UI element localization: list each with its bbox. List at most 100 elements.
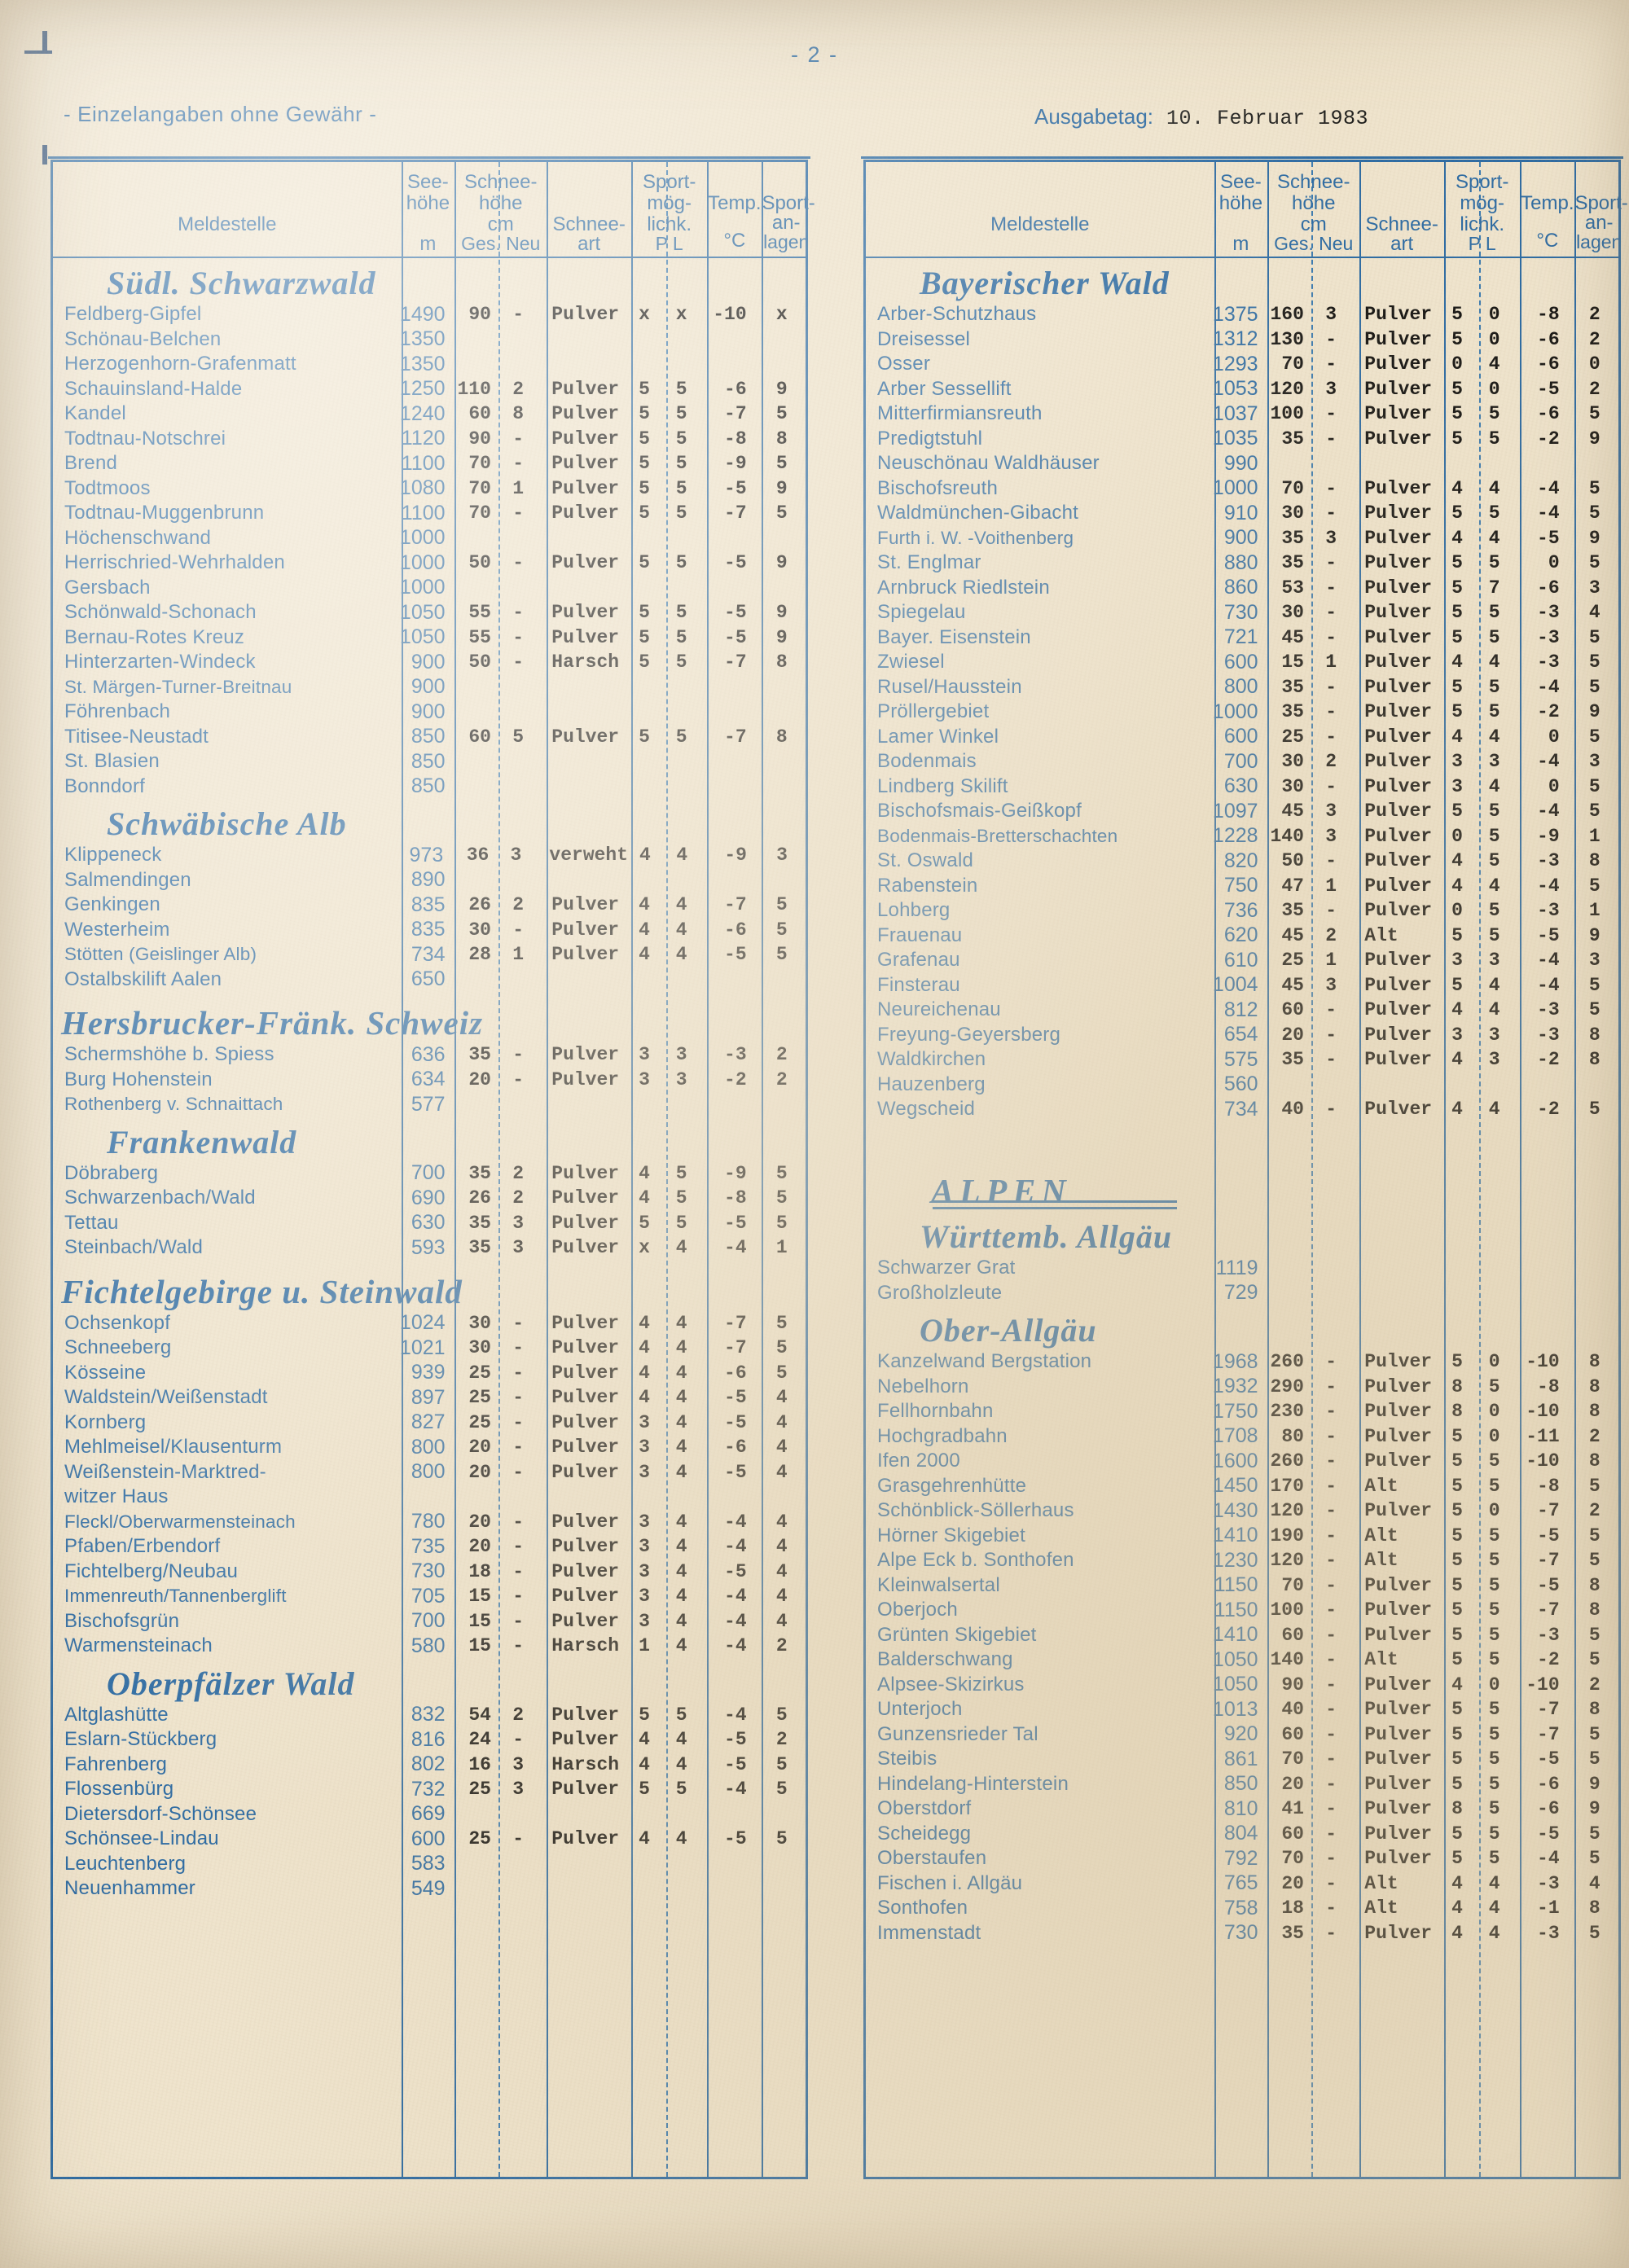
- temperature-c: -3: [1537, 999, 1560, 1021]
- station-name: Nebelhorn: [877, 1375, 969, 1397]
- snow-new-cm: 3: [512, 1237, 524, 1259]
- ski-cond-l: 0: [1488, 328, 1500, 350]
- station-name: Leuchtenberg: [64, 1852, 187, 1875]
- temperature-c: -2: [724, 1068, 747, 1090]
- lifts-open: 9: [1588, 1773, 1600, 1795]
- station-name: Eslarn-Stückberg: [64, 1728, 217, 1751]
- elevation-m: 900: [411, 675, 446, 699]
- ski-cond-l: 4: [1488, 1922, 1500, 1944]
- temperature-c: -5: [724, 1560, 747, 1582]
- temperature-c: -3: [1537, 651, 1560, 673]
- station-name: Steibis: [877, 1748, 937, 1770]
- table-row: Todtnau-Muggenbrunn 1100 70- Pulver 5 5 -7 5: [53, 501, 806, 526]
- snow-new-cm: -: [1325, 602, 1337, 624]
- snow-new-cm: -: [1325, 1699, 1337, 1721]
- snow-total-cm: 40: [1281, 1699, 1304, 1721]
- table-row: Bayer. Eisenstein 721 45- Pulver 5 5 -3 5: [866, 625, 1618, 651]
- snow-type: Pulver: [1364, 1823, 1433, 1845]
- ski-cond-l: 3: [675, 1044, 687, 1066]
- snow-type: Pulver: [1364, 651, 1433, 673]
- table-row: Höchenschwand 1000: [53, 526, 806, 551]
- lifts-open: 0: [1588, 353, 1600, 375]
- temperature-c: -5: [1537, 1748, 1560, 1770]
- ski-cond-l: 5: [675, 651, 687, 673]
- station-name: Feldberg-Gipfel: [64, 303, 202, 326]
- elevation-m: 600: [1223, 725, 1258, 748]
- lifts-open: 4: [775, 1511, 788, 1533]
- column-header: See-: [1220, 171, 1262, 193]
- snow-new-cm: -: [1325, 1375, 1337, 1397]
- ski-cond-l: 5: [1488, 1574, 1500, 1596]
- snow-type: Pulver: [1364, 726, 1433, 748]
- station-name: Bayer. Eisenstein: [877, 625, 1031, 648]
- table-row: Pfaben/Erbendorf 735 20- Pulver 3 4 -4 4: [53, 1534, 806, 1560]
- snow-type: Pulver: [1364, 900, 1433, 922]
- elevation-m: 1024: [399, 1311, 446, 1335]
- ski-cond-l: 5: [1488, 1773, 1500, 1795]
- station-name: Oberstaufen: [877, 1847, 987, 1870]
- station-name: Grasgehrenhütte: [877, 1474, 1027, 1497]
- snow-total-cm: 70: [468, 502, 491, 524]
- station-name: Fichtelberg/Neubau: [64, 1560, 239, 1582]
- elevation-m: 650: [411, 967, 446, 991]
- snow-total-cm: 20: [1281, 1773, 1304, 1795]
- ski-cond-p: 4: [1451, 726, 1463, 748]
- snow-type: Harsch: [551, 1753, 620, 1775]
- snow-new-cm: -: [1325, 775, 1337, 797]
- snow-total-cm: 90: [468, 304, 491, 326]
- elevation-m: 593: [411, 1235, 446, 1259]
- temperature-c: -4: [1537, 1848, 1560, 1870]
- section-heading: Bayerischer Wald: [920, 265, 1170, 301]
- ski-cond-l: 4: [676, 844, 688, 866]
- snow-total-cm: 80: [1281, 1425, 1304, 1447]
- issue-date-block: Ausgabetag: 10. Februar 1983: [1034, 104, 1368, 130]
- temperature-c: -2: [1537, 701, 1560, 723]
- lifts-open: 2: [1588, 1500, 1600, 1522]
- table-row: St. Oswald 820 50- Pulver 4 5 -3 8: [866, 849, 1618, 874]
- station-name: Arber Sessellift: [877, 377, 1012, 400]
- table-row: Freyung-Geyersberg 654 20- Pulver 3 3 -3 8: [866, 1023, 1618, 1048]
- ski-cond-l: 4: [675, 1536, 687, 1558]
- elevation-m: 780: [411, 1510, 446, 1533]
- temperature-c: -5: [1537, 1823, 1560, 1845]
- elevation-m: 729: [1223, 1281, 1258, 1305]
- lifts-open: 5: [775, 894, 788, 916]
- ski-cond-l: 4: [675, 1461, 687, 1483]
- lifts-open: 4: [775, 1437, 788, 1459]
- elevation-m: 792: [1223, 1846, 1258, 1870]
- snow-type: Pulver: [1364, 1049, 1433, 1071]
- column-header: cm: [1300, 213, 1327, 235]
- column-header: lichk.: [647, 213, 692, 235]
- ski-cond-p: 3: [1451, 775, 1463, 797]
- station-name: Hauzenberg: [877, 1073, 986, 1095]
- temperature-c: -7: [724, 1337, 747, 1359]
- ski-cond-p: 5: [1451, 304, 1463, 326]
- snow-type: Pulver: [1364, 1024, 1433, 1046]
- snow-new-cm: -: [512, 919, 524, 941]
- temperature-c: -5: [1537, 527, 1560, 549]
- station-name: Kleinwalsertal: [877, 1573, 1000, 1596]
- elevation-m: 1968: [1212, 1349, 1258, 1373]
- temperature-c: -10: [1526, 1450, 1560, 1472]
- ski-cond-l: 4: [1488, 527, 1500, 549]
- elevation-m: 1004: [1212, 973, 1258, 997]
- snow-new-cm: -: [512, 1828, 524, 1850]
- ski-cond-l: 4: [675, 1560, 687, 1582]
- snow-new-cm: -: [512, 1536, 524, 1558]
- lifts-open: 8: [1588, 1401, 1600, 1423]
- snow-total-cm: 55: [468, 626, 491, 648]
- snow-total-cm: 35: [1281, 900, 1304, 922]
- snow-type: Pulver: [551, 1337, 620, 1359]
- table-row: Titisee-Neustadt 850 60 5 Pulver 5 5 -7 8: [53, 725, 806, 750]
- lifts-open: x: [775, 304, 788, 326]
- lifts-open: 5: [1588, 477, 1600, 499]
- elevation-m: 1021: [399, 1336, 446, 1359]
- elevation-m: 900: [1223, 526, 1258, 550]
- station-name: Dietersdorf-Schönsee: [64, 1802, 257, 1825]
- station-name: Genkingen: [64, 893, 160, 916]
- ski-cond-l: 5: [1488, 850, 1500, 872]
- temperature-c: -7: [724, 1312, 747, 1334]
- snow-type: Pulver: [551, 428, 620, 450]
- header-divider: [53, 257, 806, 258]
- snow-total-cm: 120: [1270, 1500, 1304, 1522]
